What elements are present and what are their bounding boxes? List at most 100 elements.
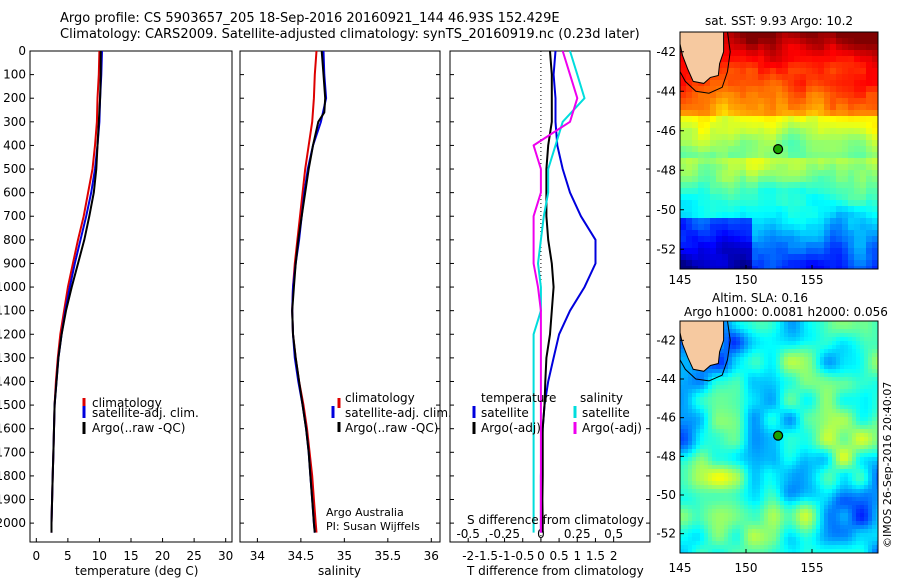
- heatmap-cell: [848, 493, 852, 497]
- heatmap-cell: [854, 248, 860, 254]
- heatmap-cell: [716, 122, 722, 128]
- heatmap-cell: [866, 230, 872, 236]
- heatmap-cell: [684, 509, 688, 513]
- y-tick-label: 400: [3, 138, 26, 152]
- heatmap-cell: [756, 385, 760, 389]
- heatmap-cell: [692, 529, 696, 533]
- heatmap-cell: [692, 425, 696, 429]
- heatmap-cell: [680, 425, 684, 429]
- heatmap-cell: [824, 529, 828, 533]
- heatmap-cell: [806, 68, 812, 74]
- heatmap-cell: [712, 501, 716, 505]
- heatmap-cell: [724, 501, 728, 505]
- heatmap-cell: [732, 501, 736, 505]
- heatmap-cell: [716, 537, 720, 541]
- heatmap-cell: [782, 236, 788, 242]
- heatmap-cell: [698, 260, 704, 266]
- heatmap-cell: [866, 134, 872, 140]
- heatmap-cell: [784, 545, 788, 549]
- heatmap-cell: [712, 397, 716, 401]
- heatmap-cell: [740, 513, 744, 517]
- heatmap-cell: [732, 341, 736, 345]
- heatmap-cell: [704, 393, 708, 397]
- heatmap-cell: [812, 349, 816, 353]
- series-line-argo-raw-qc-: [291, 50, 327, 533]
- heatmap-cell: [866, 80, 872, 86]
- heatmap-cell: [868, 353, 872, 357]
- heatmap-cell: [782, 38, 788, 44]
- heatmap-cell: [734, 248, 740, 254]
- heatmap-cell: [812, 122, 818, 128]
- y-tick-label: 1000: [0, 280, 26, 294]
- heatmap-cell: [784, 405, 788, 409]
- heatmap-cell: [806, 50, 812, 56]
- heatmap-cell: [708, 541, 712, 545]
- heatmap-cell: [804, 489, 808, 493]
- heatmap-cell: [776, 98, 782, 104]
- heatmap-cell: [700, 525, 704, 529]
- heatmap-cell: [860, 393, 864, 397]
- heatmap-cell: [800, 224, 806, 230]
- heatmap-cell: [756, 517, 760, 521]
- heatmap-cell: [776, 485, 780, 489]
- heatmap-cell: [866, 146, 872, 152]
- heatmap-cell: [856, 497, 860, 501]
- heatmap-cell: [800, 489, 804, 493]
- heatmap-cell: [704, 218, 710, 224]
- heatmap-cell: [828, 445, 832, 449]
- heatmap-cell: [830, 62, 836, 68]
- heatmap-cell: [864, 365, 868, 369]
- heatmap-cell: [860, 441, 864, 445]
- heatmap-cell: [772, 485, 776, 489]
- heatmap-cell: [794, 158, 800, 164]
- heatmap-cell: [864, 453, 868, 457]
- heatmap-cell: [772, 497, 776, 501]
- x-tick-label: 155: [801, 273, 824, 287]
- heatmap-cell: [724, 509, 728, 513]
- heatmap-cell: [836, 321, 840, 325]
- heatmap-cell: [864, 517, 868, 521]
- heatmap-cell: [852, 337, 856, 341]
- heatmap-cell: [734, 146, 740, 152]
- heatmap-cell: [708, 461, 712, 465]
- heatmap-cell: [764, 62, 770, 68]
- heatmap-cell: [818, 152, 824, 158]
- heatmap-cell: [844, 505, 848, 509]
- heatmap-cell: [796, 489, 800, 493]
- heatmap-cell: [772, 481, 776, 485]
- heatmap-cell: [854, 254, 860, 260]
- heatmap-cell: [812, 242, 818, 248]
- heatmap-cell: [744, 517, 748, 521]
- heatmap-cell: [792, 393, 796, 397]
- heatmap-cell: [732, 373, 736, 377]
- heatmap-cell: [794, 230, 800, 236]
- heatmap-cell: [804, 409, 808, 413]
- heatmap-cell: [696, 517, 700, 521]
- heatmap-cell: [856, 365, 860, 369]
- heatmap-cell: [824, 128, 830, 134]
- heatmap-cell: [748, 437, 752, 441]
- heatmap-cell: [816, 437, 820, 441]
- heatmap-cell: [860, 38, 866, 44]
- heatmap-cell: [740, 341, 744, 345]
- heatmap-cell: [728, 110, 734, 116]
- heatmap-cell: [830, 260, 836, 266]
- heatmap-cell: [816, 333, 820, 337]
- heatmap-cell: [704, 425, 708, 429]
- heatmap-cell: [772, 405, 776, 409]
- heatmap-cell: [684, 393, 688, 397]
- heatmap-cell: [768, 521, 772, 525]
- heatmap-cell: [800, 473, 804, 477]
- heatmap-cell: [818, 158, 824, 164]
- heatmap-cell: [812, 248, 818, 254]
- heatmap-cell: [844, 485, 848, 489]
- heatmap-cell: [816, 489, 820, 493]
- heatmap-cell: [680, 56, 686, 62]
- heatmap-cell: [848, 158, 854, 164]
- heatmap-cell: [756, 529, 760, 533]
- heatmap-cell: [752, 44, 758, 50]
- heatmap-cell: [788, 194, 794, 200]
- heatmap-cell: [804, 481, 808, 485]
- heatmap-cell: [758, 218, 764, 224]
- heatmap-cell: [860, 56, 866, 62]
